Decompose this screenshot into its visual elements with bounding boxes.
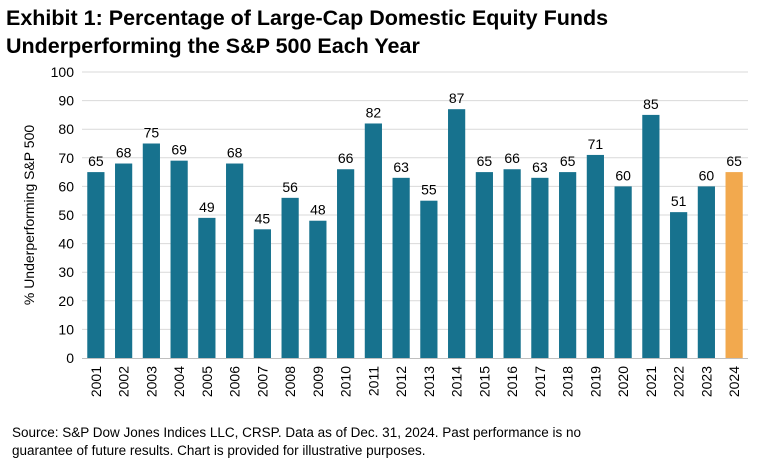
y-tick-label: 80 [58,121,74,137]
bar-2010 [337,169,355,358]
data-label-2016: 66 [504,150,520,166]
y-tick-label: 0 [66,350,74,366]
bar-2021 [642,114,660,359]
bar-2012 [392,177,410,358]
bar-2022 [670,212,688,358]
y-tick-label: 70 [58,150,74,166]
data-label-2021: 85 [643,96,659,112]
x-tick-label-2013: 2013 [421,366,437,397]
x-tick-label-2019: 2019 [587,366,603,397]
bar-2011 [364,123,382,358]
data-label-2020: 60 [615,167,631,183]
bar-2015 [475,172,493,358]
chart-title-line-1: Exhibit 1: Percentage of Large-Cap Domes… [6,6,609,30]
data-label-2005: 49 [199,199,215,215]
data-label-2001: 65 [88,153,104,169]
bar-chart: 65 68 75 69 49 68 45 56 48 66 82 63 55 87 65 66 63 65 71 60… [21,64,748,397]
source-note: Source: S&P Dow Jones Indices LLC, CRSP.… [12,424,772,460]
data-labels: 65 68 75 69 49 68 45 56 48 66 82 63 55 87 65 66 63 65 71 60… [88,90,742,226]
x-axis-ticks: 2001 2002 2003 2004 2005 2006 2007 2008 2009 2010… [88,366,742,397]
y-axis-label: % Underperforming S&P 500 [21,125,37,305]
x-tick-label-2016: 2016 [504,366,520,397]
bar-2016 [503,169,521,358]
data-label-2003: 75 [144,125,160,141]
x-tick-label-2008: 2008 [282,366,298,397]
data-label-2004: 69 [171,142,187,158]
bar-2023 [697,186,715,358]
data-label-2010: 66 [338,150,354,166]
y-tick-label: 10 [58,321,74,337]
gridlines [82,71,748,330]
x-tick-label-2007: 2007 [254,366,270,397]
data-label-2002: 68 [116,145,132,161]
bar-2005 [198,217,216,358]
bar-2008 [281,197,299,358]
x-tick-label-2006: 2006 [227,366,243,397]
x-tick-label-2009: 2009 [310,366,326,397]
x-tick-label-2024: 2024 [726,366,742,397]
bar-2014 [448,109,466,359]
data-label-2015: 65 [477,153,493,169]
x-tick-label-2011: 2011 [365,366,381,396]
x-tick-label-2017: 2017 [532,366,548,397]
chart-title: Exhibit 1: Percentage of Large-Cap Domes… [6,4,776,60]
bar-2001 [87,172,105,358]
bar-2003 [142,143,160,358]
y-tick-label: 30 [58,264,74,280]
bar-2007 [253,229,271,358]
x-tick-label-2005: 2005 [199,366,215,397]
y-axis-ticks: 0 10 20 30 40 50 60 70 80 90 100 [51,64,75,366]
data-label-2006: 68 [227,145,243,161]
x-tick-label-2003: 2003 [143,366,159,397]
bar-2002 [115,163,133,358]
data-label-2019: 71 [588,136,604,152]
chart-title-line-2: Underperforming the S&P 500 Each Year [6,34,420,58]
y-tick-label: 100 [51,64,75,80]
data-label-2013: 55 [421,182,437,198]
data-label-2008: 56 [282,179,298,195]
y-tick-label: 40 [58,236,74,252]
bar-2020 [614,186,632,358]
x-tick-label-2002: 2002 [116,366,132,397]
y-tick-label: 20 [58,293,74,309]
data-label-2024: 65 [726,153,742,169]
bar-2013 [420,200,438,358]
bar-2004 [170,160,188,358]
data-label-2023: 60 [699,167,715,183]
y-tick-label: 60 [58,178,74,194]
x-tick-label-2001: 2001 [88,366,104,397]
x-tick-label-2015: 2015 [476,366,492,397]
x-tick-label-2004: 2004 [171,366,187,397]
bar-2009 [309,220,327,358]
data-label-2014: 87 [449,90,465,106]
bar-2006 [226,163,244,358]
data-label-2022: 51 [671,193,687,209]
source-note-line-1: Source: S&P Dow Jones Indices LLC, CRSP.… [12,425,582,440]
x-tick-label-2020: 2020 [615,366,631,397]
x-tick-label-2014: 2014 [449,366,465,397]
data-label-2017: 63 [532,159,548,175]
bar-2024 [725,172,743,358]
x-tick-label-2012: 2012 [393,366,409,397]
y-tick-label: 50 [58,207,74,223]
x-tick-label-2010: 2010 [338,366,354,397]
data-label-2009: 48 [310,202,326,218]
bars [87,109,743,359]
data-label-2018: 65 [560,153,576,169]
data-label-2007: 45 [255,210,271,226]
bar-2018 [559,172,577,358]
data-label-2012: 63 [393,159,409,175]
data-label-2011: 82 [366,104,382,120]
bar-2017 [531,177,549,358]
y-tick-label: 90 [58,93,74,109]
x-tick-label-2023: 2023 [698,366,714,397]
source-note-line-2: guarantee of future results. Chart is pr… [12,443,426,458]
x-tick-label-2022: 2022 [671,366,687,397]
bar-2019 [586,154,604,358]
x-tick-label-2021: 2021 [643,366,659,397]
x-tick-label-2018: 2018 [560,366,576,397]
